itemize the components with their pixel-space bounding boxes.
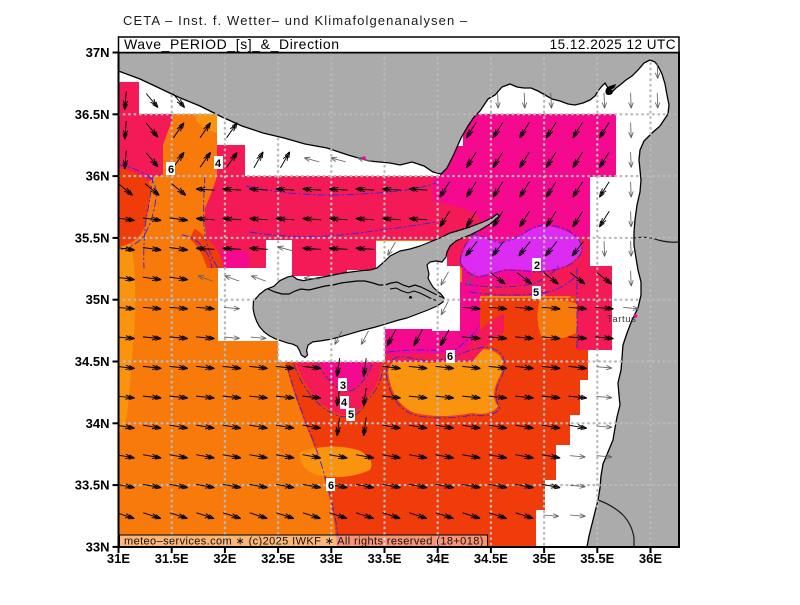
svg-text:31.5E: 31.5E [155,551,189,566]
svg-text:33N: 33N [86,539,110,554]
svg-text:CETA – Inst. f. Wetter– und Kl: CETA – Inst. f. Wetter– und Klimafolgena… [123,13,468,28]
svg-text:2: 2 [534,260,540,272]
svg-text:35N: 35N [86,292,110,307]
svg-text:32.5E: 32.5E [261,551,295,566]
svg-text:Tartus: Tartus [607,314,636,325]
svg-text:33.5N: 33.5N [75,478,110,493]
svg-text:36E: 36E [639,551,662,566]
svg-text:36.5N: 36.5N [75,107,110,122]
svg-text:33.5E: 33.5E [368,551,402,566]
svg-text:35.5N: 35.5N [75,230,110,245]
svg-text:6: 6 [447,351,453,363]
svg-text:33E: 33E [320,551,343,566]
svg-text:meteo–services.com ∗ (c)2025 I: meteo–services.com ∗ (c)2025 IWKF ∗ All … [124,536,484,548]
svg-text:34E: 34E [426,551,449,566]
svg-text:6: 6 [328,480,334,492]
svg-text:36N: 36N [86,169,110,184]
svg-text:3: 3 [340,380,346,392]
svg-text:Wave_PERIOD_[s]_&_Direction: Wave_PERIOD_[s]_&_Direction [124,36,340,52]
svg-text:15.12.2025 12 UTC: 15.12.2025 12 UTC [550,37,676,52]
svg-text:35.5E: 35.5E [580,551,614,566]
svg-text:31E: 31E [107,551,130,566]
svg-text:34.5N: 34.5N [75,354,110,369]
svg-text:5: 5 [533,287,539,299]
svg-text:4: 4 [341,397,348,409]
svg-text:32E: 32E [213,551,236,566]
svg-text:35E: 35E [533,551,556,566]
svg-text:6: 6 [168,164,174,176]
svg-text:4: 4 [215,158,222,170]
svg-text:37N: 37N [86,45,110,60]
svg-text:34.5E: 34.5E [474,551,508,566]
svg-text:34N: 34N [86,416,110,431]
svg-text:5: 5 [348,409,354,421]
